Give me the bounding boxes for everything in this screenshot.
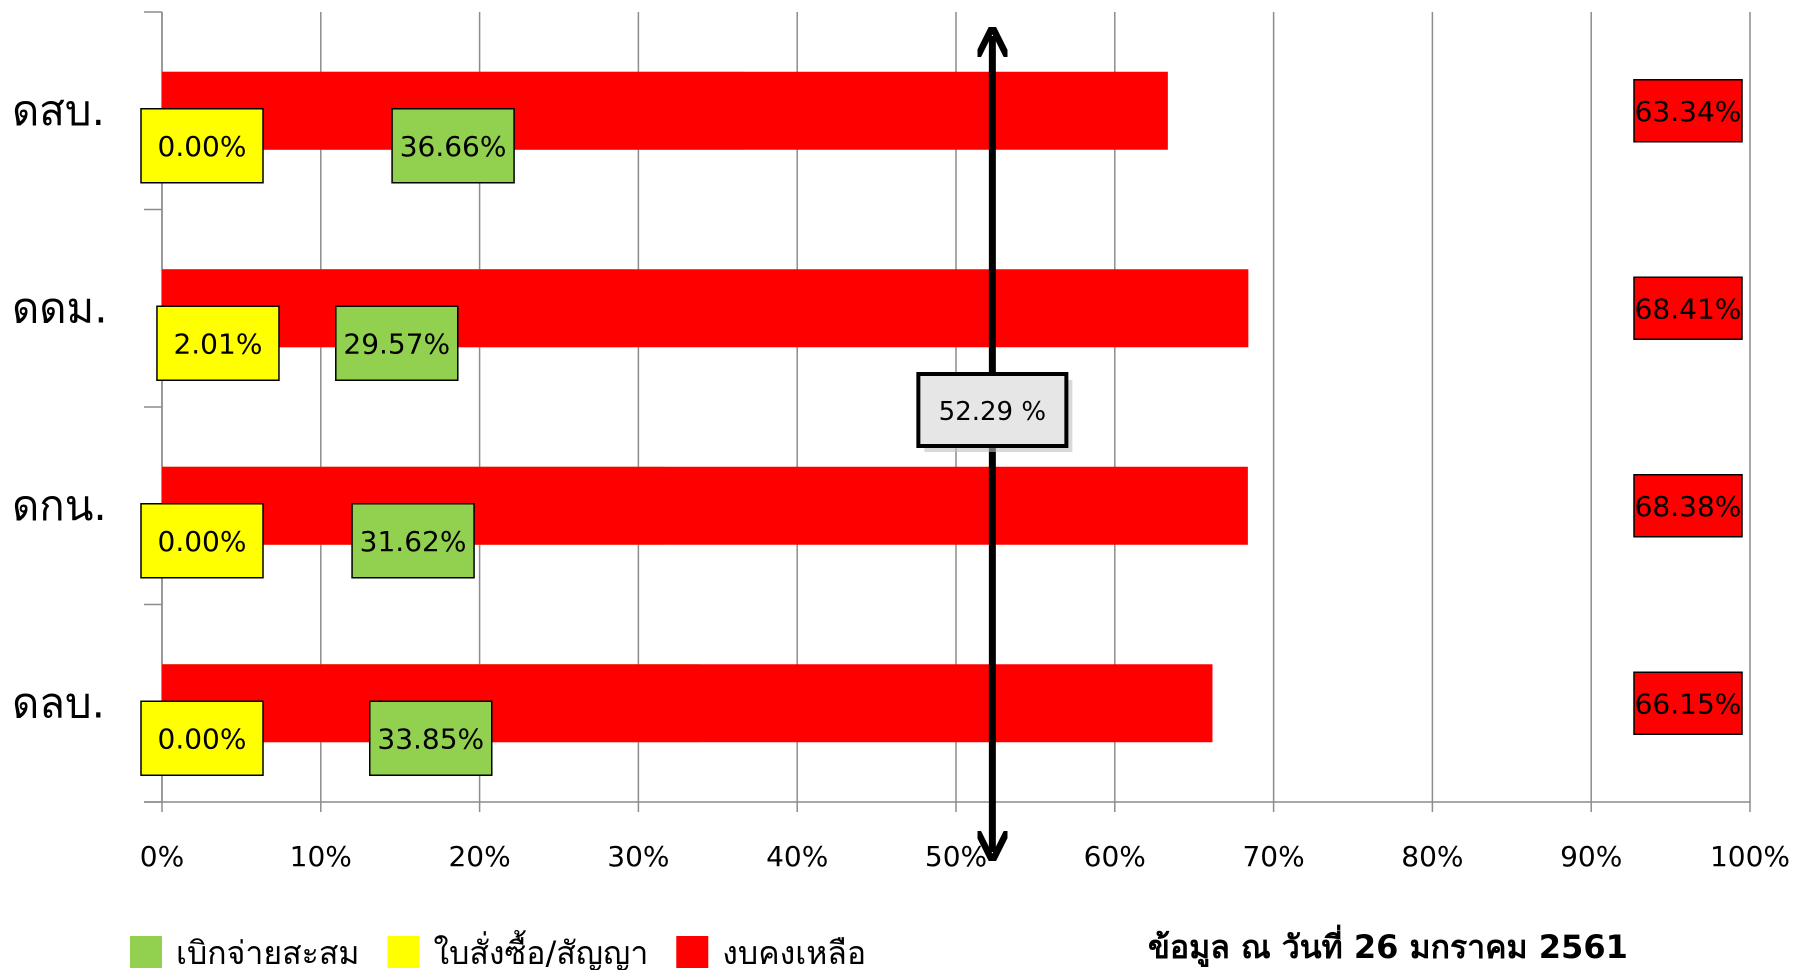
x-tick-label: 60% — [1084, 840, 1146, 873]
data-label-box — [335, 305, 459, 381]
bar-segment — [162, 269, 1249, 348]
data-label: 29.57% — [343, 327, 450, 360]
data-label: 68.38% — [1635, 490, 1742, 523]
x-tick-label: 50% — [925, 840, 987, 873]
data-label-box — [140, 503, 264, 579]
category-label: ดลบ. — [12, 678, 105, 727]
reference-callout-box — [916, 372, 1069, 448]
x-tick-label: 100% — [1710, 840, 1790, 873]
data-date-note: ข้อมูล ณ วันที่ 26 มกราคม 2561 — [1148, 924, 1628, 968]
x-tick-label: 80% — [1401, 840, 1463, 873]
reference-line: 52.29 % — [916, 36, 1073, 852]
x-tick-label: 40% — [766, 840, 828, 873]
data-label-box — [1633, 671, 1743, 735]
legend-label: ใบสั่งซื้อ/สัญญา — [433, 930, 648, 970]
data-label-box — [140, 108, 264, 184]
data-label: 2.01% — [173, 327, 262, 360]
x-tick-label: 0% — [140, 840, 184, 873]
reference-callout-label: 52.29 % — [939, 397, 1046, 427]
data-label-box — [156, 305, 280, 381]
data-label-box — [1633, 276, 1743, 340]
x-tick-label: 10% — [290, 840, 352, 873]
legend-swatch — [387, 936, 420, 968]
data-label-box — [1633, 474, 1743, 538]
data-label: 33.85% — [377, 722, 484, 755]
data-label: 0.00% — [158, 525, 247, 558]
category-label: ดกน. — [12, 481, 107, 530]
bar-segment — [162, 71, 1168, 150]
legend-swatch — [676, 936, 709, 968]
x-tick-label: 70% — [1242, 840, 1304, 873]
category-label: ดดม. — [12, 283, 108, 332]
data-label-box — [391, 108, 515, 184]
data-labels: 36.66% 0.00% 63.34% 29.57% 2.01% 68.41% 31.62%… — [140, 79, 1743, 776]
bar-segment — [162, 664, 1213, 743]
legend-swatch — [130, 936, 162, 968]
legend-label: งบคงเหลือ — [722, 934, 866, 970]
bar-segment — [162, 466, 1248, 545]
category-label: ดสบ. — [12, 86, 105, 135]
data-label-box — [1633, 79, 1743, 143]
data-label: 36.66% — [400, 130, 507, 163]
data-label: 63.34% — [1635, 95, 1742, 128]
data-label: 31.62% — [360, 525, 467, 558]
x-tick-label: 20% — [448, 840, 510, 873]
data-label-box — [140, 700, 264, 776]
legend-label: เบิกจ่ายสะสม — [176, 934, 359, 970]
data-label-box — [369, 700, 493, 776]
data-label: 66.15% — [1635, 687, 1742, 720]
legend: เบิกจ่ายสะสม ใบสั่งซื้อ/สัญญา งบคงเหลือ — [130, 930, 866, 970]
data-label: 0.00% — [158, 130, 247, 163]
data-label: 0.00% — [158, 722, 247, 755]
bars — [162, 71, 1249, 743]
data-label-box — [351, 503, 475, 579]
x-tick-label: 90% — [1560, 840, 1622, 873]
axes: 0% 10% 20% 30% 40% 50% 60% 70% 80% 90% 100% ดสบ. ดดม… — [12, 11, 1790, 873]
data-label: 68.41% — [1635, 292, 1742, 325]
x-tick-label: 30% — [607, 840, 669, 873]
